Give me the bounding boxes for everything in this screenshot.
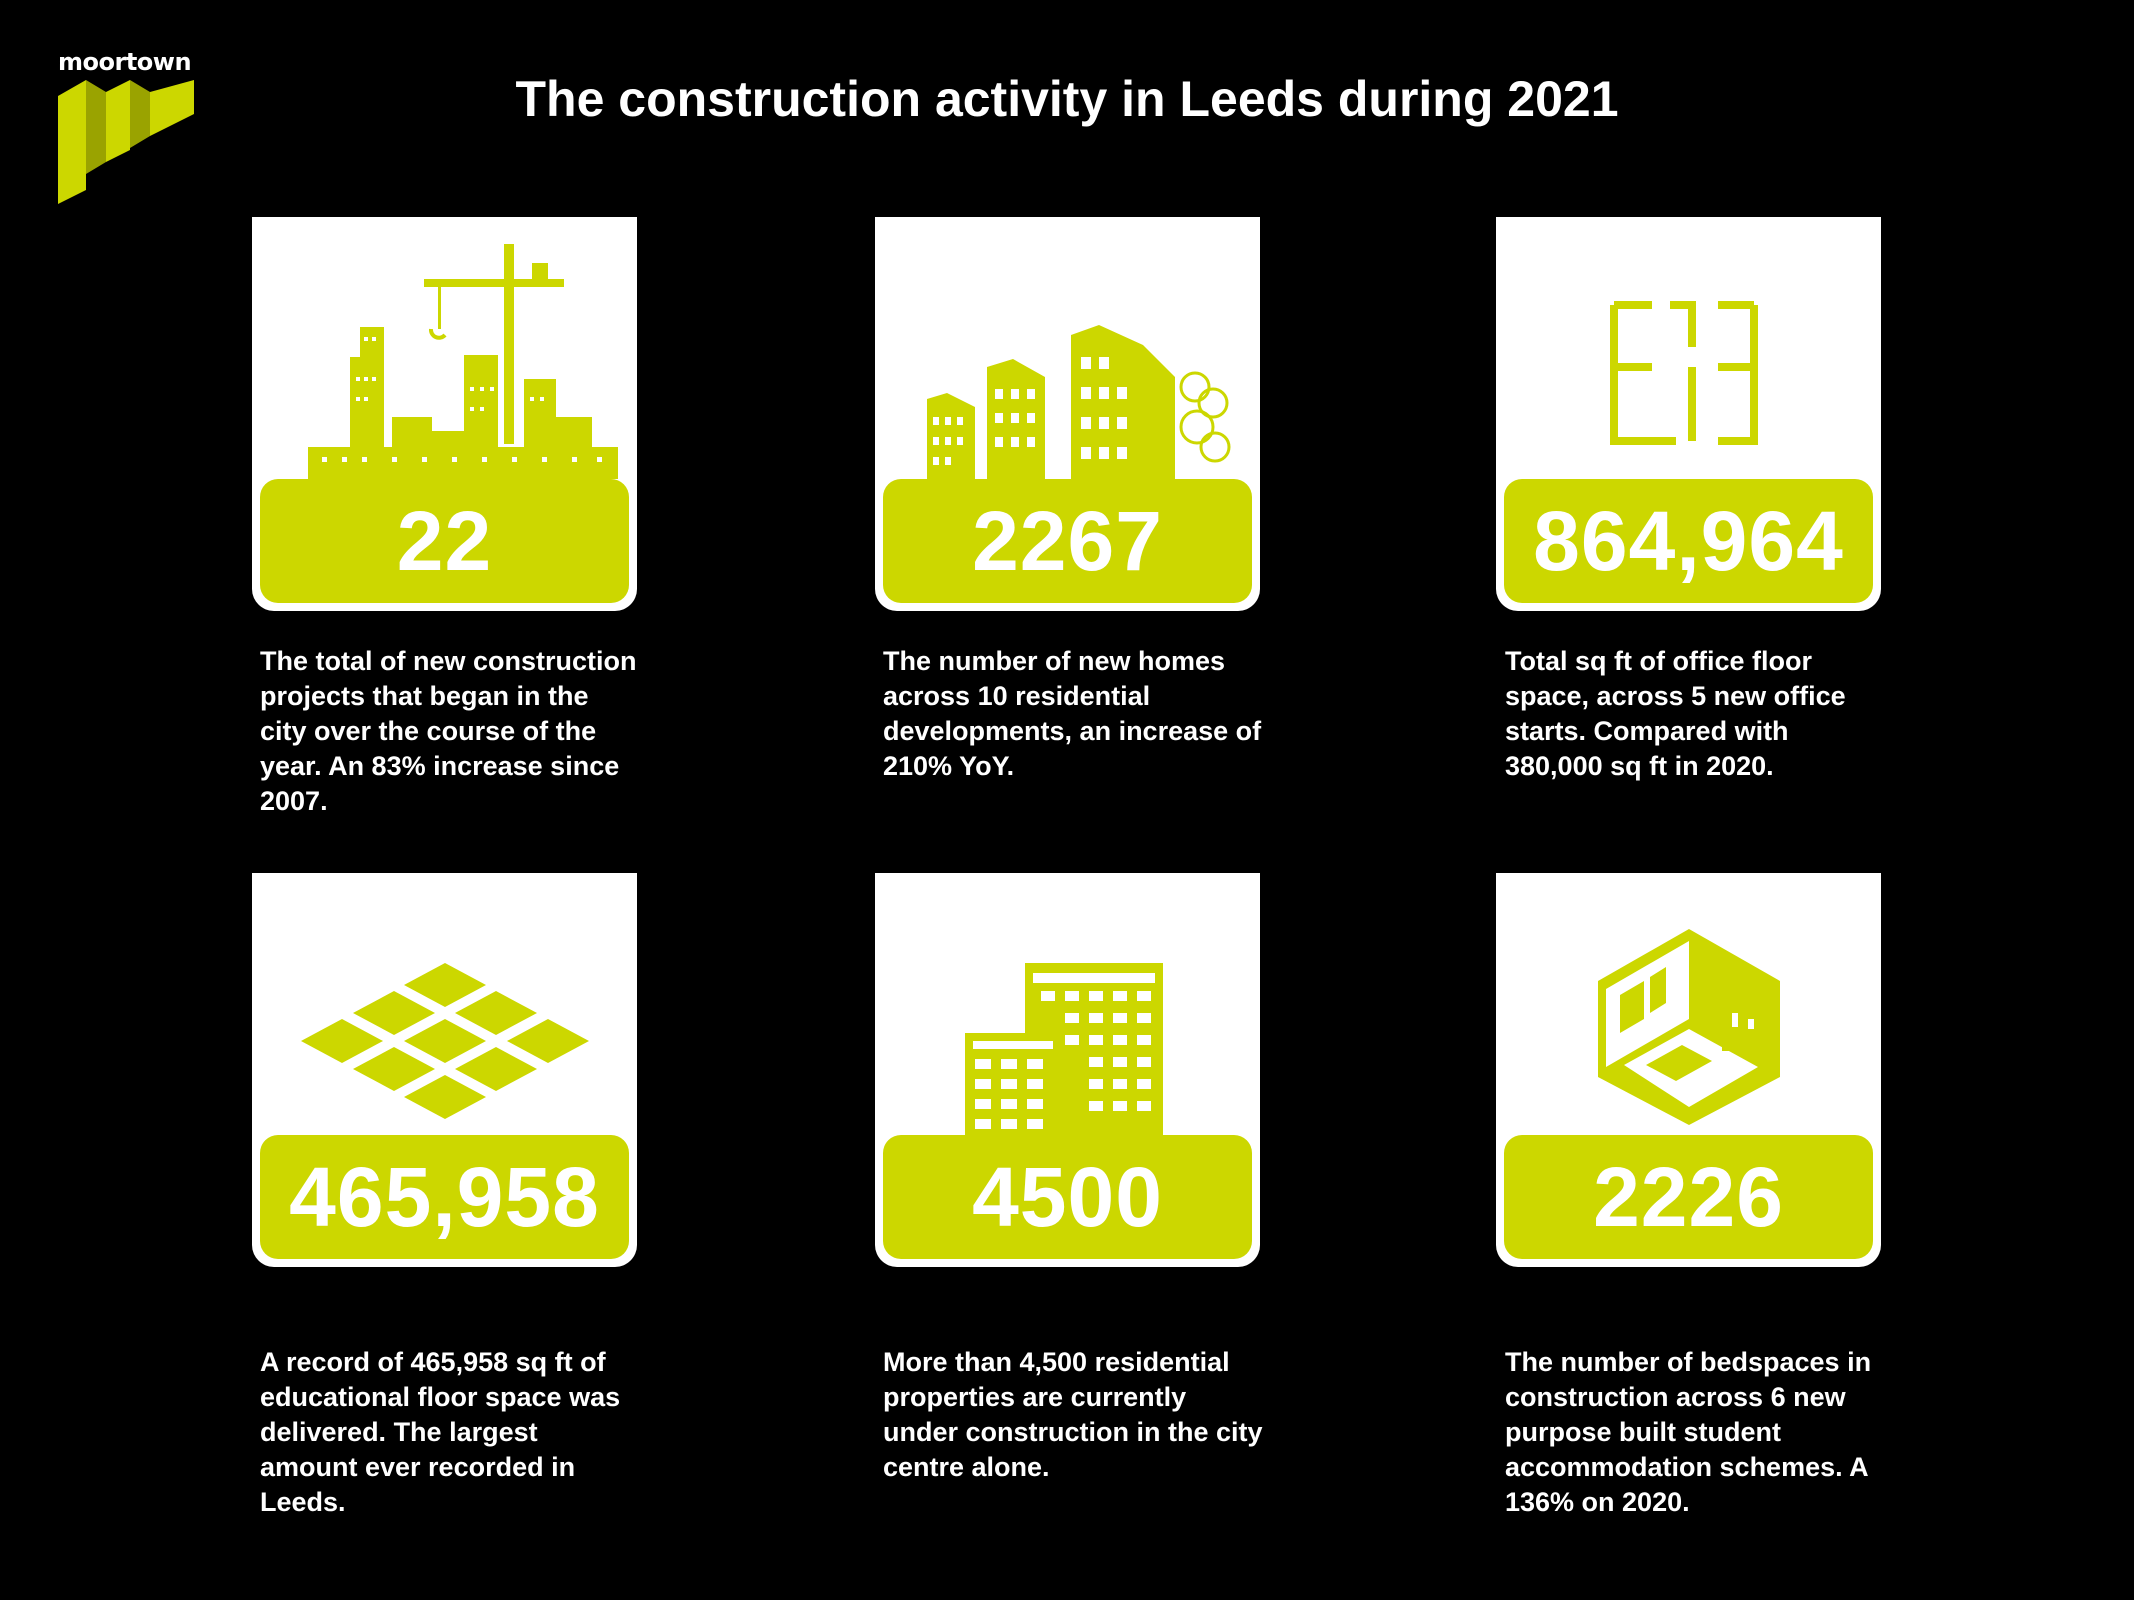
brand-logo: moortown	[58, 48, 198, 204]
residential-buildings-icon	[927, 325, 1231, 479]
stat-card-office-space: 864,964	[1496, 217, 1881, 611]
city-crane-icon	[308, 244, 618, 479]
stat-value: 4500	[883, 1135, 1252, 1259]
stat-description: The number of bedspaces in construction …	[1505, 1347, 1872, 1517]
stat-card-residential-properties: 4500	[875, 873, 1260, 1267]
stat-description: A record of 465,958 sq ft of educational…	[260, 1347, 621, 1517]
stat-value: 22	[260, 479, 629, 603]
brand-name: moortown	[58, 48, 192, 76]
moortown-logo-icon	[58, 80, 194, 204]
stat-value: 864,964	[1504, 479, 1873, 603]
stat-description: Total sq ft of office floor space, acros…	[1505, 646, 1846, 781]
stat-card-homes: 2267	[875, 217, 1260, 611]
stat-value: 465,958	[260, 1135, 629, 1259]
bedroom-isometric-icon	[1598, 929, 1780, 1125]
stat-description: More than 4,500 residential properties a…	[883, 1347, 1263, 1482]
stat-value: 2226	[1504, 1135, 1873, 1259]
page-title: The construction activity in Leeds durin…	[515, 71, 1619, 127]
stat-card-bedspaces: 2226	[1496, 873, 1881, 1267]
stat-card-educational-space: 465,958	[252, 873, 637, 1267]
floor-plan-icon	[1610, 301, 1758, 445]
floor-tiles-icon	[301, 963, 589, 1119]
stat-card-projects: 22	[252, 217, 637, 611]
tower-blocks-icon	[965, 963, 1163, 1135]
stat-description: The total of new construction projects t…	[260, 646, 637, 816]
stat-value: 2267	[883, 479, 1252, 603]
stat-description: The number of new homes across 10 reside…	[883, 646, 1262, 781]
